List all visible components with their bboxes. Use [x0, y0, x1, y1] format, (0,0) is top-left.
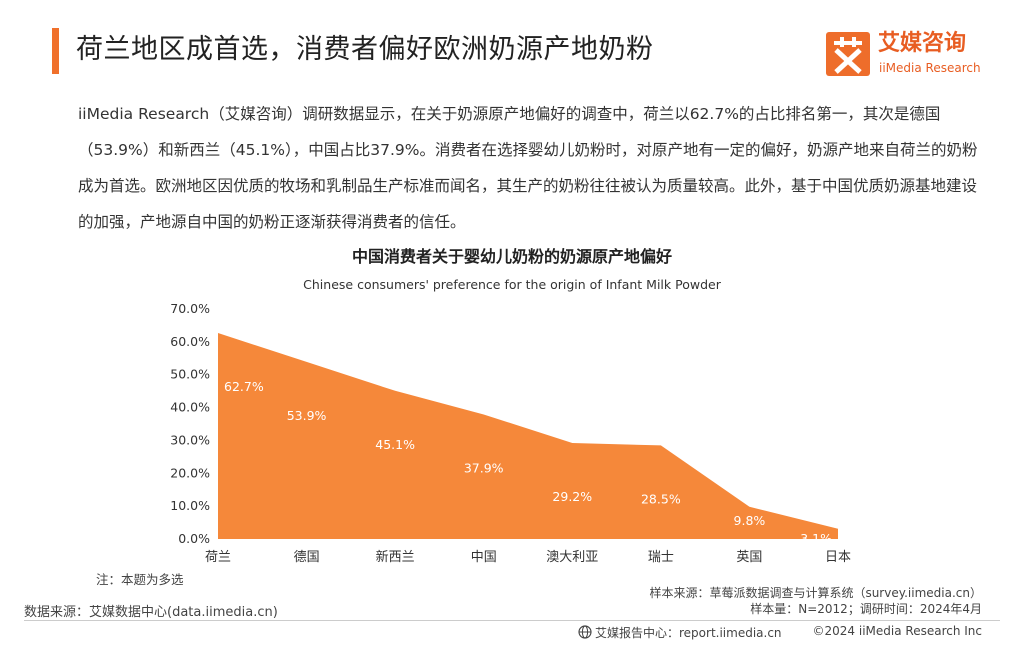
x-tick-label: 澳大利亚: [546, 549, 598, 565]
chart-area-fill: [218, 332, 838, 539]
multi-select-note: 注：本题为多选: [96, 572, 184, 587]
copyright: ©2024 iiMedia Research Inc: [812, 624, 982, 638]
report-center-text: 艾媒报告中心：report.iimedia.cn: [595, 626, 782, 640]
y-tick-label: 40.0%: [170, 400, 210, 415]
y-tick-label: 20.0%: [170, 465, 210, 480]
x-tick-label: 英国: [736, 550, 762, 565]
logo-name-en: iiMedia Research: [879, 61, 981, 75]
y-tick-label: 10.0%: [170, 498, 210, 513]
globe-icon: [578, 625, 592, 639]
y-tick-label: 30.0%: [170, 432, 210, 447]
y-axis-ticks: 0.0% 10.0% 20.0% 30.0% 40.0% 50.0% 60.0% 70.0%: [170, 301, 210, 546]
y-tick-label: 50.0%: [170, 367, 210, 382]
page-title: 荷兰地区成首选，消费者偏好欧洲奶源产地奶粉: [76, 34, 654, 65]
sample-source: 样本来源：草莓派数据调查与计算系统（survey.iimedia.cn）: [649, 586, 982, 600]
chart-title: 中国消费者关于婴幼儿奶粉的奶源原产地偏好: [351, 247, 672, 266]
data-label: 29.2%: [552, 489, 592, 504]
data-source: 数据来源：艾媒数据中心(data.iimedia.cn): [24, 605, 278, 620]
title-accent-bar: [52, 28, 59, 74]
brand-logo[interactable]: 艾媒咨询 iiMedia Research: [826, 28, 986, 78]
data-labels: 62.7% 53.9% 45.1% 37.9% 29.2% 28.5% 9.8% 3.1%: [224, 379, 832, 546]
data-label: 37.9%: [464, 460, 504, 475]
x-tick-label: 日本: [825, 550, 851, 565]
x-tick-label: 新西兰: [376, 549, 415, 565]
footer-report-center[interactable]: 艾媒报告中心：report.iimedia.cn: [578, 624, 782, 641]
logo-name-cn: 艾媒咨询: [878, 31, 967, 56]
y-tick-label: 0.0%: [178, 531, 210, 546]
footer-divider: [24, 620, 1000, 621]
data-label: 45.1%: [375, 437, 415, 452]
data-label: 28.5%: [641, 491, 681, 506]
data-label: 62.7%: [224, 379, 264, 394]
intro-paragraph: iiMedia Research（艾媒咨询）调研数据显示，在关于奶源原产地偏好的…: [78, 105, 978, 231]
sample-info: 样本量：N=2012；调研时间：2024年4月: [750, 602, 982, 616]
y-tick-label: 70.0%: [170, 301, 210, 316]
data-label: 53.9%: [287, 408, 327, 423]
logo-mark-icon: [826, 32, 870, 76]
chart-subtitle: Chinese consumers' preference for the or…: [303, 277, 721, 292]
x-tick-label: 瑞士: [648, 550, 674, 565]
x-tick-label: 中国: [471, 550, 497, 565]
x-axis-ticks: 荷兰 德国 新西兰 中国 澳大利亚 瑞士 英国 日本: [205, 549, 851, 565]
x-tick-label: 德国: [294, 550, 320, 565]
y-tick-label: 60.0%: [170, 334, 210, 349]
data-label: 9.8%: [734, 513, 766, 528]
x-tick-label: 荷兰: [205, 550, 231, 565]
data-label: 3.1%: [800, 531, 832, 546]
